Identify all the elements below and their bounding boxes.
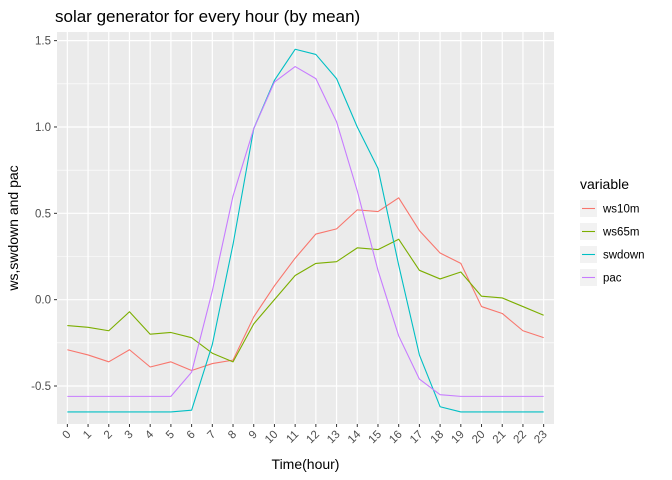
y-axis-title: ws,swdown and pac (5, 165, 21, 291)
x-tick-label-22: 22 (512, 429, 530, 447)
y-tick-label-3: 1.0 (35, 122, 51, 134)
series-line-ws65m (67, 238, 544, 363)
series-lines (67, 48, 544, 413)
x-axis-title: Time(hour) (272, 456, 340, 472)
x-tick-label-8: 8 (226, 429, 239, 442)
x-tick-label-23: 23 (532, 429, 550, 447)
x-axis-ticks: 0 1 2 3 4 5 6 7 8 9 10 11 12 13 14 15 16 17 18 19 20 21 22 23 (60, 424, 550, 447)
x-tick-label-1: 1 (81, 429, 94, 442)
plot-panel (57, 32, 554, 424)
x-tick-label-2: 2 (102, 429, 115, 442)
legend-title: variable (580, 176, 629, 192)
x-tick-label-14: 14 (346, 428, 364, 446)
x-tick-label-15: 15 (367, 429, 385, 447)
x-tick-label-5: 5 (164, 429, 177, 442)
x-tick-label-11: 11 (284, 429, 301, 446)
x-tick-label-0: 0 (60, 429, 73, 442)
major-gridlines (57, 32, 554, 424)
minor-gridlines (57, 83, 554, 344)
y-tick-label-4: 1.5 (35, 36, 51, 48)
chart-title: solar generator for every hour (by mean) (55, 7, 360, 26)
x-tick-label-12: 12 (304, 429, 322, 447)
x-tick-label-3: 3 (123, 429, 136, 442)
series-line-ws10m (67, 197, 544, 372)
series-line-pac (67, 65, 544, 397)
legend-label-ws65m: ws65m (602, 227, 639, 239)
x-tick-label-13: 13 (325, 429, 343, 447)
x-tick-label-19: 19 (449, 429, 467, 447)
x-tick-label-16: 16 (387, 429, 405, 447)
x-tick-label-9: 9 (247, 429, 260, 442)
x-tick-label-18: 18 (429, 429, 447, 447)
series-line-swdown (67, 48, 544, 413)
y-tick-label-0: -0.5 (31, 381, 51, 393)
legend-label-ws10m: ws10m (602, 204, 639, 216)
legend-label-swdown: swdown (603, 250, 645, 262)
x-tick-label-7: 7 (205, 429, 218, 442)
x-tick-label-21: 21 (491, 429, 509, 447)
legend-label-pac: pac (603, 273, 622, 285)
x-tick-label-10: 10 (263, 429, 281, 447)
x-tick-label-6: 6 (185, 429, 198, 442)
y-tick-label-2: 0.5 (35, 208, 51, 220)
y-tick-label-1: 0.0 (35, 295, 51, 307)
y-axis-ticks: -0.5 0.0 0.5 1.0 1.5 (31, 36, 57, 393)
x-tick-label-4: 4 (143, 428, 156, 441)
legend: variable ws10m ws65m swdown pac (580, 176, 645, 286)
x-tick-label-20: 20 (470, 429, 488, 447)
x-tick-label-17: 17 (408, 429, 426, 447)
